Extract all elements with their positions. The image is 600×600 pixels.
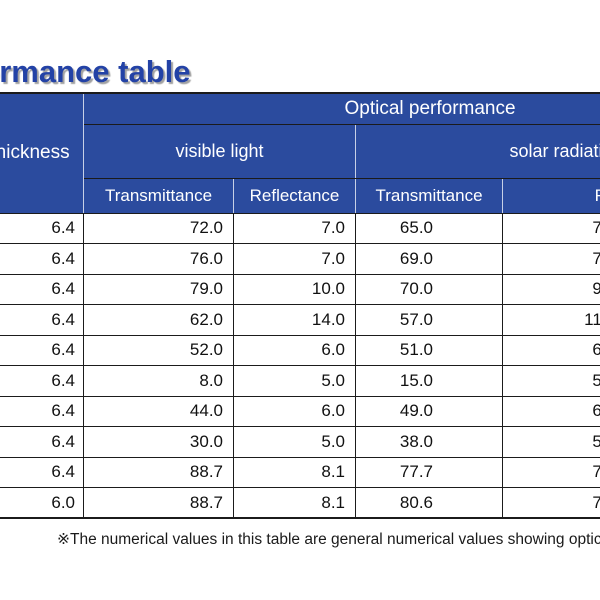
cell: 6.0 <box>502 395 600 427</box>
cell: 62.0 <box>83 304 234 336</box>
table-header: thickness Optical performance visible li… <box>0 92 600 214</box>
cell: 79.0 <box>83 273 234 305</box>
table-row: 6.444.06.049.06.0 <box>0 395 600 427</box>
cell: 6.4 <box>0 273 84 305</box>
column-header-visible-reflectance: Reflectance <box>233 177 356 214</box>
cell: 7.0 <box>502 487 600 519</box>
column-header-solar-reflectance: Reflectance <box>501 177 600 214</box>
cell: 8.1 <box>233 456 356 488</box>
cell: 65.0 <box>355 212 503 244</box>
table-row: 6.48.05.015.05.0 <box>0 365 600 397</box>
cell: 6.4 <box>0 243 84 275</box>
cell: 76.0 <box>83 243 234 275</box>
cell: 69.0 <box>355 243 503 275</box>
cell: 49.0 <box>355 395 503 427</box>
cell: 52.0 <box>83 334 234 366</box>
cell: 11.0 <box>502 304 600 336</box>
cell: 6.4 <box>0 365 84 397</box>
cell: 6.0 <box>233 334 356 366</box>
cell: 7.0 <box>502 456 600 488</box>
cell: 6.0 <box>502 334 600 366</box>
cell: 38.0 <box>355 426 503 458</box>
cell: 14.0 <box>233 304 356 336</box>
cell: 51.0 <box>355 334 503 366</box>
cell: 7.0 <box>233 212 356 244</box>
group-header-visible-light: visible light <box>83 123 356 179</box>
cell: 6.4 <box>0 212 84 244</box>
cell: 80.6 <box>355 487 503 519</box>
cell: 8.1 <box>233 487 356 519</box>
cell: 72.0 <box>83 212 234 244</box>
table-row: 6.488.78.177.77.0 <box>0 456 600 488</box>
cell: 7.0 <box>233 243 356 275</box>
cell: 88.7 <box>83 487 234 519</box>
cell: 15.0 <box>355 365 503 397</box>
cell: 6.4 <box>0 334 84 366</box>
page-title: Performance table <box>0 54 191 89</box>
table-row: 6.088.78.180.67.0 <box>0 487 600 519</box>
cell: 6.4 <box>0 426 84 458</box>
cell: 5.0 <box>502 426 600 458</box>
table-row: 6.476.07.069.07.0 <box>0 243 600 275</box>
table-row: 6.472.07.065.07.0 <box>0 212 600 244</box>
cell: 5.0 <box>502 365 600 397</box>
cell: 7.0 <box>502 212 600 244</box>
table-row: 6.430.05.038.05.0 <box>0 426 600 458</box>
optical-performance-table: thickness Optical performance visible li… <box>0 92 600 519</box>
cell: 9.0 <box>502 273 600 305</box>
cell: 10.0 <box>233 273 356 305</box>
cell: 70.0 <box>355 273 503 305</box>
column-header-visible-transmittance: Transmittance <box>83 177 234 214</box>
column-header-solar-transmittance: Transmittance <box>355 177 503 214</box>
table-row: 6.479.010.070.09.0 <box>0 273 600 305</box>
cell: 57.0 <box>355 304 503 336</box>
cell: 6.4 <box>0 456 84 488</box>
cell: 6.4 <box>0 304 84 336</box>
cell: 30.0 <box>83 426 234 458</box>
optical-performance-header: Optical performance <box>82 92 600 125</box>
group-header-solar-radiation: solar radiation <box>354 123 600 179</box>
cell: 6.0 <box>233 395 356 427</box>
table-row: 6.452.06.051.06.0 <box>0 334 600 366</box>
cell: 7.0 <box>502 243 600 275</box>
cell: 6.4 <box>0 395 84 427</box>
table-row: 6.462.014.057.011.0 <box>0 304 600 336</box>
cell: 44.0 <box>83 395 234 427</box>
cell: 5.0 <box>233 426 356 458</box>
cell: 88.7 <box>83 456 234 488</box>
thickness-header: thickness <box>0 92 84 214</box>
cell: 5.0 <box>233 365 356 397</box>
cell: 77.7 <box>355 456 503 488</box>
table-body: 6.472.07.065.07.06.476.07.069.07.06.479.… <box>0 212 600 519</box>
footnote: ※The numerical values in this table are … <box>57 531 600 548</box>
cell: 8.0 <box>83 365 234 397</box>
cell: 6.0 <box>0 487 84 519</box>
